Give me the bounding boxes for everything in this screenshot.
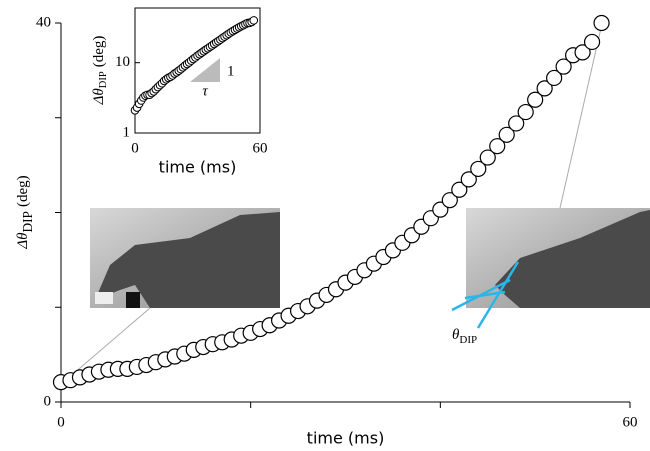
x-axis-label: time (ms): [307, 429, 385, 448]
x-tick-label: 60: [253, 140, 268, 156]
point: [479, 149, 496, 166]
label-subscript: DIP: [98, 71, 109, 88]
connector: [65, 307, 151, 381]
x-axis-label: time (ms): [159, 158, 237, 177]
point: [441, 192, 458, 209]
label-symbol: Δθ: [15, 232, 31, 250]
label-unit: (deg): [91, 36, 107, 68]
slope-triangle: [190, 58, 220, 82]
point: [432, 201, 449, 218]
point: [498, 126, 515, 143]
point: [536, 80, 553, 97]
point: [470, 160, 487, 178]
point: [249, 16, 259, 25]
y-tick-label: 10: [115, 54, 130, 70]
x-tick-label: 60: [623, 414, 638, 430]
y-tick-label: 40: [36, 14, 51, 30]
label-subscript: DIP: [20, 211, 35, 232]
point: [460, 171, 477, 188]
point: [489, 138, 506, 155]
label-symbol: Δθ: [91, 88, 107, 106]
point: [527, 91, 544, 108]
slope-label: 1: [227, 63, 235, 79]
annotation: θDIP: [452, 327, 477, 345]
point: [574, 44, 591, 61]
y-axis-label: ΔθDIP (deg): [15, 175, 34, 249]
connector: [559, 27, 602, 209]
point: [508, 115, 525, 132]
point: [583, 33, 601, 51]
point: [593, 14, 610, 32]
x-tick-label: 0: [131, 140, 139, 156]
y-axis-label: ΔθDIP (deg): [91, 36, 109, 106]
inset-axes: 0 60 1 10 time (ms) ΔθDIP (deg) 1 τ: [91, 7, 268, 177]
y-tick-label: 0: [44, 393, 52, 409]
point: [546, 69, 563, 87]
y-tick-label: 1: [123, 124, 131, 140]
slope-label: τ: [202, 83, 208, 99]
point: [555, 58, 572, 75]
label-unit: (deg): [15, 175, 31, 207]
point: [451, 181, 468, 198]
point: [517, 103, 534, 121]
photo-end: [451, 208, 650, 329]
photo-start: [90, 208, 280, 308]
x-tick-label: 0: [57, 414, 65, 430]
